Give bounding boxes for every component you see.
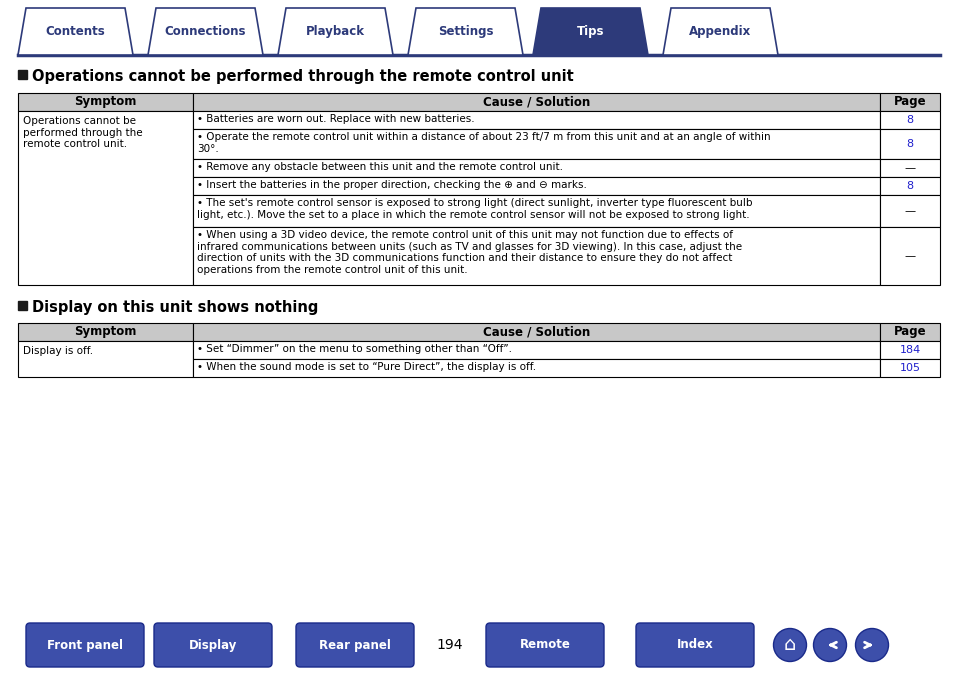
Bar — [18, 70, 27, 79]
Text: Appendix: Appendix — [689, 25, 751, 38]
Text: Index: Index — [676, 639, 713, 651]
Text: —: — — [903, 206, 915, 216]
Text: —: — — [903, 163, 915, 173]
Text: 8: 8 — [905, 181, 913, 191]
Circle shape — [813, 629, 845, 662]
Text: Operations cannot be performed through the remote control unit: Operations cannot be performed through t… — [32, 69, 573, 84]
Bar — [193, 177, 879, 195]
Bar — [193, 195, 879, 227]
Bar — [18, 301, 27, 310]
Polygon shape — [533, 8, 647, 55]
Text: Tips: Tips — [577, 25, 603, 38]
Polygon shape — [408, 8, 522, 55]
Polygon shape — [18, 8, 132, 55]
Text: 184: 184 — [899, 345, 920, 355]
Text: • Remove any obstacle between this unit and the remote control unit.: • Remove any obstacle between this unit … — [196, 162, 562, 172]
Text: Remote: Remote — [519, 639, 570, 651]
Text: 194: 194 — [436, 638, 463, 652]
Text: Playback: Playback — [306, 25, 365, 38]
Text: Settings: Settings — [437, 25, 493, 38]
Bar — [193, 129, 879, 159]
Text: • When using a 3D video device, the remote control unit of this unit may not fun: • When using a 3D video device, the remo… — [196, 230, 741, 275]
Bar — [193, 159, 879, 177]
Bar — [193, 341, 879, 359]
Bar — [879, 111, 939, 129]
Text: • Set “Dimmer” on the menu to something other than “Off”.: • Set “Dimmer” on the menu to something … — [196, 344, 512, 354]
Text: 105: 105 — [899, 363, 920, 373]
FancyBboxPatch shape — [485, 623, 603, 667]
Polygon shape — [662, 8, 778, 55]
Polygon shape — [277, 8, 393, 55]
Bar — [879, 159, 939, 177]
Bar — [879, 359, 939, 377]
Text: • Operate the remote control unit within a distance of about 23 ft/7 m from this: • Operate the remote control unit within… — [196, 132, 770, 153]
Text: Cause / Solution: Cause / Solution — [482, 326, 590, 339]
Bar — [193, 93, 879, 111]
Bar — [879, 195, 939, 227]
Text: ⌂: ⌂ — [783, 635, 796, 655]
Text: Symptom: Symptom — [74, 326, 136, 339]
Text: Display is off.: Display is off. — [23, 346, 93, 356]
Bar — [879, 93, 939, 111]
Text: Operations cannot be
performed through the
remote control unit.: Operations cannot be performed through t… — [23, 116, 143, 149]
Bar — [193, 227, 879, 285]
Text: • Insert the batteries in the proper direction, checking the ⊕ and ⊖ marks.: • Insert the batteries in the proper dir… — [196, 180, 586, 190]
Bar — [879, 227, 939, 285]
Text: Symptom: Symptom — [74, 96, 136, 108]
Text: • When the sound mode is set to “Pure Direct”, the display is off.: • When the sound mode is set to “Pure Di… — [196, 362, 536, 372]
Bar — [879, 177, 939, 195]
Text: Display: Display — [189, 639, 237, 651]
Text: Page: Page — [893, 326, 925, 339]
Bar — [18, 111, 193, 285]
Bar — [193, 111, 879, 129]
Bar — [18, 341, 193, 377]
Text: Connections: Connections — [165, 25, 246, 38]
FancyBboxPatch shape — [295, 623, 414, 667]
Text: Front panel: Front panel — [47, 639, 123, 651]
Bar — [193, 323, 879, 341]
Text: Contents: Contents — [46, 25, 105, 38]
Text: • Batteries are worn out. Replace with new batteries.: • Batteries are worn out. Replace with n… — [196, 114, 475, 124]
FancyBboxPatch shape — [636, 623, 753, 667]
Bar — [18, 323, 193, 341]
Text: —: — — [903, 251, 915, 261]
Text: Page: Page — [893, 96, 925, 108]
Text: • The set's remote control sensor is exposed to strong light (direct sunlight, i: • The set's remote control sensor is exp… — [196, 198, 752, 219]
Text: Cause / Solution: Cause / Solution — [482, 96, 590, 108]
Text: 8: 8 — [905, 115, 913, 125]
FancyBboxPatch shape — [26, 623, 144, 667]
FancyBboxPatch shape — [153, 623, 272, 667]
Circle shape — [855, 629, 887, 662]
Bar — [879, 341, 939, 359]
Text: Display on this unit shows nothing: Display on this unit shows nothing — [32, 300, 318, 315]
Text: Rear panel: Rear panel — [318, 639, 391, 651]
Bar — [18, 93, 193, 111]
Polygon shape — [148, 8, 263, 55]
Text: 8: 8 — [905, 139, 913, 149]
Circle shape — [773, 629, 805, 662]
Bar — [193, 359, 879, 377]
Bar — [879, 323, 939, 341]
Bar — [879, 129, 939, 159]
